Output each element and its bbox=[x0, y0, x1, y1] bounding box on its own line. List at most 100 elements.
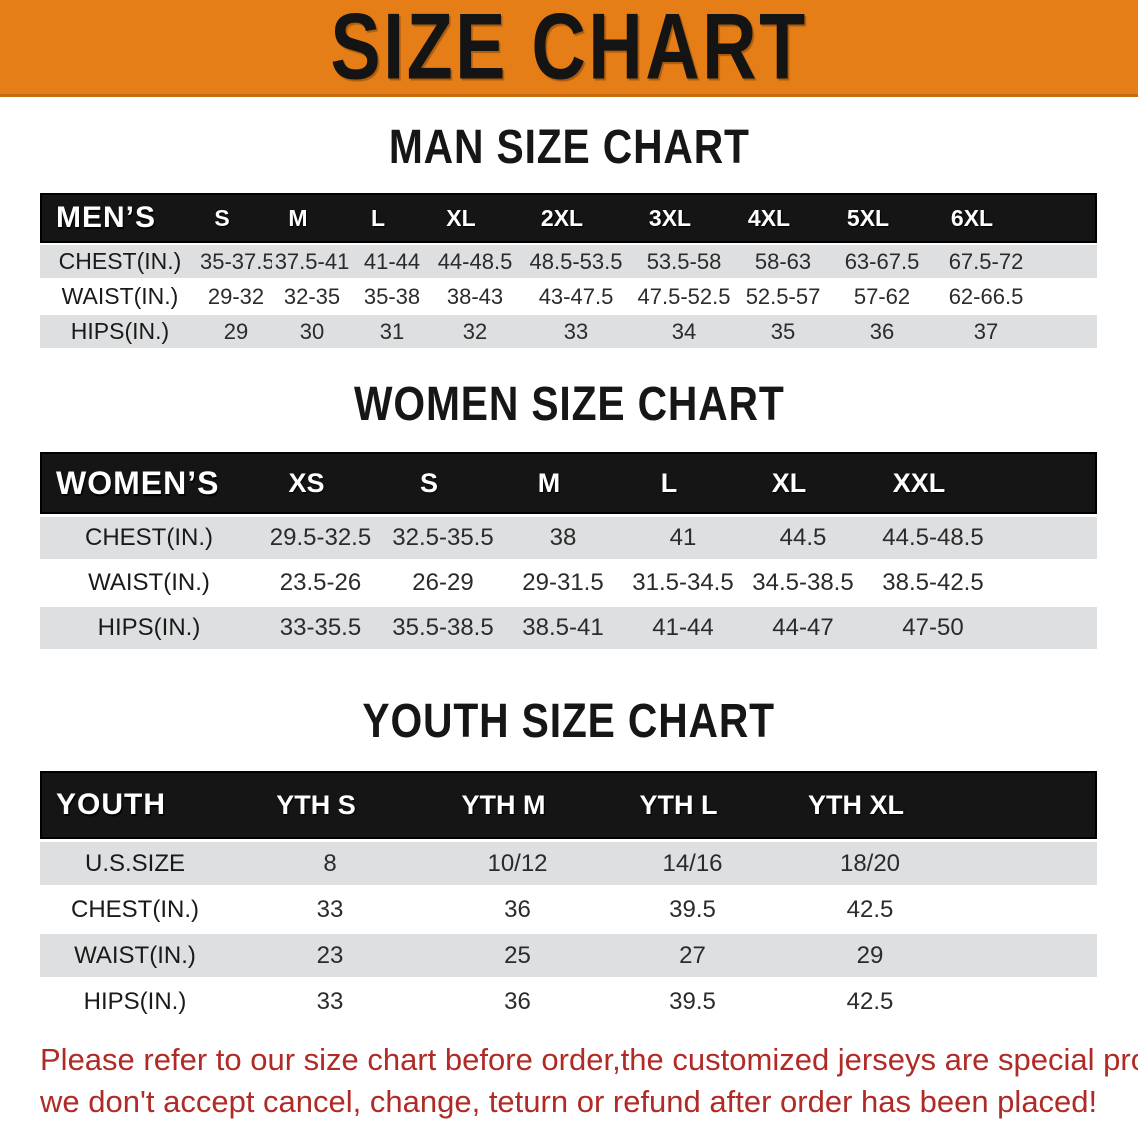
table-row: HIPS(IN.) 29 30 31 32 33 34 35 36 37 bbox=[40, 315, 1097, 348]
table-row: WAIST(IN.) 29-32 32-35 35-38 38-43 43-47.5 47.… bbox=[40, 280, 1097, 313]
size-value-cell: 57-62 bbox=[853, 283, 911, 309]
women-size-section: WOMEN SIZE CHART WOMEN’S XS S M L XL XXL CHEST(… bbox=[0, 378, 1138, 649]
size-value-cell: 58-63 bbox=[754, 248, 812, 274]
size-value-cell: 38.5-42.5 bbox=[882, 569, 984, 596]
size-value-cell: 29-31.5 bbox=[522, 569, 604, 596]
size-value-cell: 29-32 bbox=[207, 283, 265, 309]
size-column-header: 4XL bbox=[747, 204, 791, 231]
size-value-cell: 41 bbox=[669, 524, 697, 551]
size-value-cell: 44.5-48.5 bbox=[882, 524, 984, 551]
table-row: CHEST(IN.) 33 36 39.5 42.5 bbox=[40, 888, 1097, 931]
size-value-cell: 52.5-57 bbox=[745, 283, 821, 309]
row-label: U.S.SIZE bbox=[84, 849, 186, 877]
size-value-cell: 25 bbox=[504, 941, 531, 969]
size-value-cell: 47.5-52.5 bbox=[637, 283, 731, 309]
size-value-cell: 14/16 bbox=[662, 849, 723, 877]
size-value-cell: 34.5-38.5 bbox=[752, 569, 854, 596]
size-value-cell: 38 bbox=[549, 524, 577, 551]
size-value-cell: 32-35 bbox=[283, 283, 341, 309]
size-value-cell: 42.5 bbox=[846, 987, 894, 1015]
disclaimer-line-1: Please refer to our size chart before or… bbox=[40, 1042, 1138, 1077]
row-label: WAIST(IN.) bbox=[74, 941, 196, 969]
row-label: HIPS(IN.) bbox=[97, 614, 201, 641]
size-value-cell: 29 bbox=[223, 318, 249, 344]
size-value-cell: 36 bbox=[504, 987, 531, 1015]
size-column-header: YTH L bbox=[639, 789, 718, 820]
size-value-cell: 39.5 bbox=[669, 987, 716, 1015]
size-value-cell: 33 bbox=[316, 895, 344, 923]
size-value-cell: 44-48.5 bbox=[437, 248, 513, 274]
size-value-cell: 30 bbox=[299, 318, 325, 344]
size-value-cell: 32.5-35.5 bbox=[392, 524, 494, 551]
table-corner-label: YOUTH bbox=[56, 788, 166, 821]
row-label: HIPS(IN.) bbox=[70, 318, 170, 344]
size-column-header: XXL bbox=[892, 467, 946, 498]
table-row: HIPS(IN.) 33 36 39.5 42.5 bbox=[40, 980, 1097, 1023]
size-value-cell: 26-29 bbox=[412, 569, 474, 596]
men-section-title-text: MAN SIZE CHART bbox=[388, 121, 750, 174]
size-value-cell: 38.5-41 bbox=[522, 614, 604, 641]
table-row: CHEST(IN.) 35-37.5 37.5-41 41-44 44-48.5 48.5… bbox=[40, 245, 1097, 278]
size-value-cell: 23.5-26 bbox=[279, 569, 362, 596]
size-value-cell: 35 bbox=[770, 318, 796, 344]
women-section-title: WOMEN SIZE CHART bbox=[0, 378, 1138, 431]
men-section-title: MAN SIZE CHART bbox=[0, 121, 1138, 174]
size-value-cell: 44.5 bbox=[779, 524, 827, 551]
size-column-header: YTH XL bbox=[807, 789, 904, 820]
size-value-cell: 53.5-58 bbox=[646, 248, 722, 274]
size-value-cell: 23 bbox=[316, 941, 344, 969]
size-column-header: L bbox=[370, 204, 386, 231]
size-column-header: 6XL bbox=[950, 204, 994, 231]
table-header-row: MEN’S S M L XL 2XL 3XL 4XL 5XL 6XL bbox=[40, 193, 1097, 243]
size-column-header: XL bbox=[771, 467, 807, 498]
youth-section-title-text: YOUTH SIZE CHART bbox=[362, 695, 776, 748]
size-column-header: XS bbox=[288, 467, 325, 498]
size-value-cell: 27 bbox=[679, 941, 706, 969]
size-value-cell: 35-38 bbox=[363, 283, 421, 309]
table-row: U.S.SIZE 8 10/12 14/16 18/20 bbox=[40, 842, 1097, 885]
disclaimer-line-2: we don't accept cancel, change, teturn o… bbox=[40, 1084, 1098, 1119]
row-label: WAIST(IN.) bbox=[88, 569, 210, 596]
row-label: WAIST(IN.) bbox=[61, 283, 179, 309]
table-row: WAIST(IN.) 23 25 27 29 bbox=[40, 934, 1097, 977]
row-label: CHEST(IN.) bbox=[85, 524, 213, 551]
size-value-cell: 35.5-38.5 bbox=[392, 614, 494, 641]
size-value-cell: 33 bbox=[563, 318, 589, 344]
size-value-cell: 47-50 bbox=[902, 614, 964, 641]
table-row: CHEST(IN.) 29.5-32.5 32.5-35.5 38 41 44.5 44.5… bbox=[40, 517, 1097, 559]
size-column-header: S bbox=[419, 467, 438, 498]
disclaimer: Please refer to our size chart before or… bbox=[40, 1039, 1138, 1123]
size-value-cell: 38-43 bbox=[446, 283, 504, 309]
size-column-header: 5XL bbox=[846, 204, 890, 231]
size-value-cell: 39.5 bbox=[669, 895, 716, 923]
table-corner-label: WOMEN’S bbox=[56, 464, 220, 501]
size-value-cell: 48.5-53.5 bbox=[529, 248, 623, 274]
size-value-cell: 29 bbox=[856, 941, 884, 969]
women-section-title-text: WOMEN SIZE CHART bbox=[353, 378, 785, 431]
size-value-cell: 31 bbox=[379, 318, 405, 344]
size-value-cell: 67.5-72 bbox=[948, 248, 1024, 274]
table-header-row: WOMEN’S XS S M L XL XXL bbox=[40, 452, 1097, 514]
size-value-cell: 18/20 bbox=[839, 849, 901, 877]
size-column-header: 2XL bbox=[540, 204, 584, 231]
size-value-cell: 31.5-34.5 bbox=[632, 569, 734, 596]
size-value-cell: 36 bbox=[869, 318, 895, 344]
size-value-cell: 10/12 bbox=[487, 849, 548, 877]
size-value-cell: 33 bbox=[316, 987, 344, 1015]
size-value-cell: 41-44 bbox=[363, 248, 421, 274]
banner: SIZE CHART bbox=[0, 0, 1138, 97]
size-value-cell: 32 bbox=[462, 318, 488, 344]
table-corner-label: MEN’S bbox=[56, 201, 157, 234]
size-value-cell: 33-35.5 bbox=[279, 614, 362, 641]
size-value-cell: 44-47 bbox=[772, 614, 834, 641]
size-value-cell: 43-47.5 bbox=[538, 283, 614, 309]
size-column-header: YTH S bbox=[276, 789, 356, 820]
size-value-cell: 62-66.5 bbox=[948, 283, 1024, 309]
men-size-table: MEN’S S M L XL 2XL 3XL 4XL 5XL 6XL CHEST(IN.) 35-37… bbox=[40, 193, 1097, 348]
size-value-cell: 37.5-41 bbox=[274, 248, 350, 274]
size-value-cell: 8 bbox=[323, 849, 337, 877]
size-column-header: 3XL bbox=[648, 204, 692, 231]
size-column-header: M bbox=[288, 204, 308, 231]
size-value-cell: 63-67.5 bbox=[844, 248, 920, 274]
